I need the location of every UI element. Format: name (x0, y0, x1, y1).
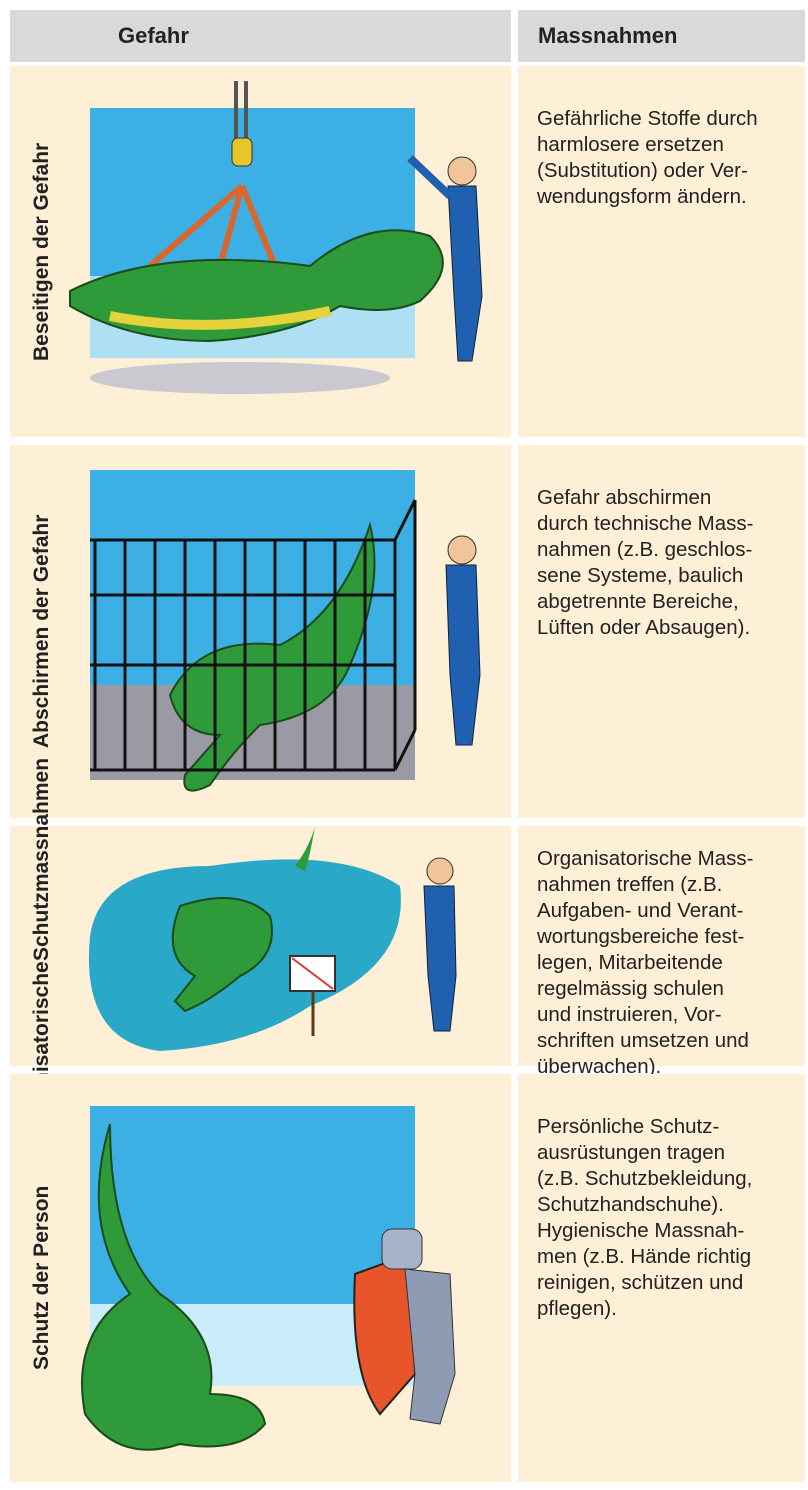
row-image-cell: Abschirmen der Gefahr (10, 445, 511, 818)
description-line: (z.B. Schutzbekleidung, (537, 1167, 753, 1190)
description-line: ausrüstungen tragen (537, 1141, 726, 1164)
helmet (381, 1228, 423, 1270)
cage (90, 499, 417, 772)
description-line: wendungsform ändern. (537, 185, 747, 208)
row-image-cell: Schutz der Person (10, 1074, 511, 1482)
head (447, 156, 477, 186)
illustration (69, 81, 483, 394)
label-line: Abschirmen der Gefahr (30, 514, 53, 749)
crocodile (81, 1123, 267, 1451)
description-line: Aufgaben- und Verant- (537, 899, 744, 922)
description-line: legen, Mitarbeitende (537, 951, 723, 974)
row-label: Beseitigen der Gefahr (10, 66, 74, 437)
description-line: nahmen (z.B. geschlos- (537, 538, 753, 561)
description-line: nahmen treffen (z.B. (537, 873, 723, 896)
description-line: men (z.B. Hände richtig (537, 1245, 752, 1268)
hook (231, 137, 253, 167)
row-image-cell: Organisatorische Schutzmassnahmen (10, 758, 511, 1134)
description-line: schriften umsetzen und (537, 1029, 749, 1052)
illustration (88, 826, 457, 1051)
description-line: Hygienische Massnah- (537, 1219, 745, 1242)
sign-cross (291, 957, 334, 990)
description: Gefährliche Stoffe durch harmlosere erse… (537, 106, 758, 210)
description-line: pflegen). (537, 1297, 617, 1320)
description-line: (Substitution) oder Ver- (537, 159, 748, 182)
description-line: Gefahr abschirmen (537, 486, 712, 509)
illustration (90, 470, 481, 792)
ropes (148, 183, 278, 269)
description-line: wortungsbereiche fest- (537, 925, 745, 948)
description-line: harmlosere ersetzen (537, 133, 724, 156)
label-line: Schutz der Person (30, 1185, 53, 1371)
row-text-cell: Organisatorische Mass- nahmen treffen (z… (518, 826, 805, 1078)
shield (353, 1252, 417, 1416)
description: Persönliche Schutz- ausrüstungen tragen … (537, 1114, 752, 1322)
row-label: Organisatorische Schutzmassnahmen (10, 758, 74, 1134)
illustration (81, 1106, 456, 1451)
row-label: Schutz der Person (10, 1074, 74, 1482)
description-line: Organisatorische Mass- (537, 847, 754, 870)
description-line: durch technische Mass- (537, 512, 754, 535)
shadow (90, 362, 390, 394)
tail (295, 826, 315, 871)
arm (407, 155, 453, 199)
description-line: abgetrennte Bereiche, (537, 590, 739, 613)
row-text-cell: Gefährliche Stoffe durch harmlosere erse… (518, 66, 805, 437)
description-line: Schutzhandschuhe). (537, 1193, 724, 1216)
description-line: reinigen, schützen und (537, 1271, 744, 1294)
header-cell: Gefahr (10, 10, 511, 62)
armor (404, 1268, 456, 1425)
header-text: Massnahmen (538, 23, 678, 48)
header-cell: Massnahmen (518, 10, 805, 62)
crocodile (171, 897, 273, 1013)
person (447, 185, 483, 362)
description-line: und instruieren, Vor- (537, 1003, 722, 1026)
crocodile (69, 229, 444, 343)
description-line: Lüften oder Absaugen). (537, 616, 751, 639)
label-line: Beseitigen der Gefahr (30, 142, 53, 361)
row-text-cell: Gefahr abschirmen durch technische Mass-… (518, 445, 805, 818)
description-line: Gefährliche Stoffe durch (537, 107, 758, 130)
label-line: Schutzmassnahmen (30, 758, 53, 962)
description-line: überwachen). (537, 1055, 662, 1078)
row-image-cell: Beseitigen der Gefahr (10, 66, 511, 437)
head (447, 535, 477, 565)
person (445, 564, 481, 746)
description-line: regelmässig schulen (537, 977, 724, 1000)
description: Gefahr abschirmen durch technische Mass-… (537, 485, 753, 641)
row-text-cell: Persönliche Schutz- ausrüstungen tragen … (518, 1074, 805, 1482)
description-line: Persönliche Schutz- (537, 1115, 720, 1138)
person (423, 885, 457, 1032)
description-line: sene Systeme, baulich (537, 564, 744, 587)
header-text: Gefahr (118, 23, 189, 48)
description: Organisatorische Mass- nahmen treffen (z… (537, 846, 753, 1080)
head (426, 857, 454, 885)
belly (109, 306, 332, 330)
